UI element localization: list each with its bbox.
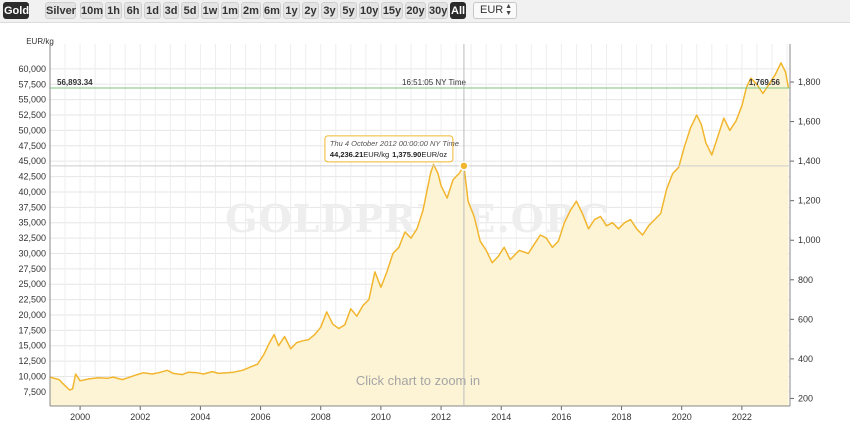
tooltip-kg-unit: EUR/kg: [363, 150, 389, 159]
x-tick-label: 2000: [70, 412, 90, 422]
tooltip-box: [324, 135, 454, 163]
tooltip-kg-value: 44,236.21: [330, 150, 363, 159]
range-button-1d[interactable]: 1d: [144, 2, 161, 19]
right-tick-label: 1,200: [798, 196, 821, 206]
left-tick-label: 47,500: [18, 141, 46, 151]
tooltip-values: 44,236.21EUR/kg 1,375.90EUR/oz: [330, 150, 448, 159]
currency-select[interactable]: EUR ▲ ▼: [473, 2, 517, 19]
left-tick-label: 55,000: [18, 95, 46, 105]
left-tick-label: 17,500: [18, 325, 46, 335]
x-tick-label: 2020: [672, 412, 692, 422]
right-tick-label: 1,600: [798, 117, 821, 127]
metal-button-gold[interactable]: Gold: [3, 2, 29, 19]
range-button-2m[interactable]: 2m: [241, 2, 261, 19]
left-tick-label: 30,000: [18, 248, 46, 258]
range-button-15y[interactable]: 15y: [381, 2, 403, 19]
x-tick-label: 2010: [371, 412, 391, 422]
gold-price-chart[interactable]: GOLDPRICE.ORG 7,50010,00012,50015,00017,…: [0, 22, 850, 428]
range-button-20y[interactable]: 20y: [405, 2, 426, 19]
x-tick-label: 2022: [732, 412, 752, 422]
range-button-3y[interactable]: 3y: [321, 2, 338, 19]
left-tick-label: 60,000: [18, 64, 46, 74]
x-tick-label: 2008: [311, 412, 331, 422]
price-line[interactable]: [49, 62, 790, 391]
right-tick-label: 800: [798, 275, 813, 285]
left-tick-label: 45,000: [18, 156, 46, 166]
range-button-1h[interactable]: 1h: [105, 2, 122, 19]
right-tick-label: 600: [798, 314, 813, 324]
left-tick-label: 52,500: [18, 110, 46, 120]
range-button-5d[interactable]: 5d: [181, 2, 199, 19]
price-area: [50, 62, 789, 407]
left-tick-label: 10,000: [18, 371, 46, 381]
left-tick-label: 7,500: [23, 387, 46, 397]
range-button-10m[interactable]: 10m: [80, 2, 103, 19]
axes: 7,500 10,000 12,500 15,000 17,500 20,000 22,50…: [18, 44, 821, 422]
left-tick-label: 50,000: [18, 125, 46, 135]
range-button-all[interactable]: All: [450, 2, 466, 19]
tooltip-date: Thu 4 October 2012 00:00:00 NY Time: [330, 139, 459, 148]
left-tick-label: 27,500: [18, 264, 46, 274]
range-button-30y[interactable]: 30y: [428, 2, 448, 19]
left-tick-label: 40,000: [18, 187, 46, 197]
x-tick-label: 2004: [190, 412, 210, 422]
right-tick-label: 200: [798, 393, 813, 403]
x-tick-label: 2002: [130, 412, 150, 422]
right-tick-label: 1,000: [798, 235, 821, 245]
left-tick-label: 20,000: [18, 310, 46, 320]
x-tick-label: 2012: [431, 412, 451, 422]
range-button-1m[interactable]: 1m: [221, 2, 239, 19]
left-tick-label: 25,000: [18, 279, 46, 289]
x-tick-label: 2016: [551, 412, 571, 422]
select-arrows-icon: ▲ ▼: [505, 3, 512, 17]
left-tick-label: 42,500: [18, 172, 46, 182]
hover-point: [459, 161, 469, 171]
left-tick-label: 22,500: [18, 295, 46, 305]
range-button-6h[interactable]: 6h: [124, 2, 142, 19]
current-time-label: 16:51:05 NY Time: [402, 78, 466, 87]
left-tick-label: 12,500: [18, 356, 46, 366]
metal-button-silver[interactable]: Silver: [45, 2, 76, 19]
range-button-6m[interactable]: 6m: [263, 2, 281, 19]
right-tick-label: 1,800: [798, 77, 821, 87]
current-price-left-label: 56,893.34: [57, 78, 93, 87]
x-tick-label: 2014: [491, 412, 511, 422]
left-tick-label: 35,000: [18, 218, 46, 228]
chart-toolbar: Gold Silver 10m 1h 6h 1d 3d 5d 1w 1m 2m 6m 1y 2y 3y 5y…: [0, 0, 850, 23]
zoom-hint[interactable]: Click chart to zoom in: [356, 373, 480, 388]
range-button-1w[interactable]: 1w: [201, 2, 219, 19]
current-price-right-label: 1,769.56: [749, 78, 781, 87]
left-tick-label: 57,500: [18, 79, 46, 89]
x-tick-label: 2018: [612, 412, 632, 422]
right-tick-label: 1,400: [798, 156, 821, 166]
tooltip-oz-unit: EUR/oz: [421, 150, 447, 159]
tooltip-oz-value: 1,375.90: [392, 150, 421, 159]
range-button-2y[interactable]: 2y: [302, 2, 319, 19]
right-tick-label: 400: [798, 354, 813, 364]
left-tick-label: 32,500: [18, 233, 46, 243]
x-tick-label: 2006: [251, 412, 271, 422]
left-tick-label: 15,000: [18, 341, 46, 351]
tooltip: Thu 4 October 2012 00:00:00 NY Time 44,2…: [50, 44, 790, 406]
range-button-10y[interactable]: 10y: [359, 2, 379, 19]
left-tick-label: 37,500: [18, 202, 46, 212]
currency-value: EUR: [480, 4, 504, 16]
range-button-3d[interactable]: 3d: [163, 2, 179, 19]
range-button-1y[interactable]: 1y: [283, 2, 300, 19]
range-button-5y[interactable]: 5y: [340, 2, 357, 19]
left-axis-unit: EUR/kg: [26, 37, 54, 46]
